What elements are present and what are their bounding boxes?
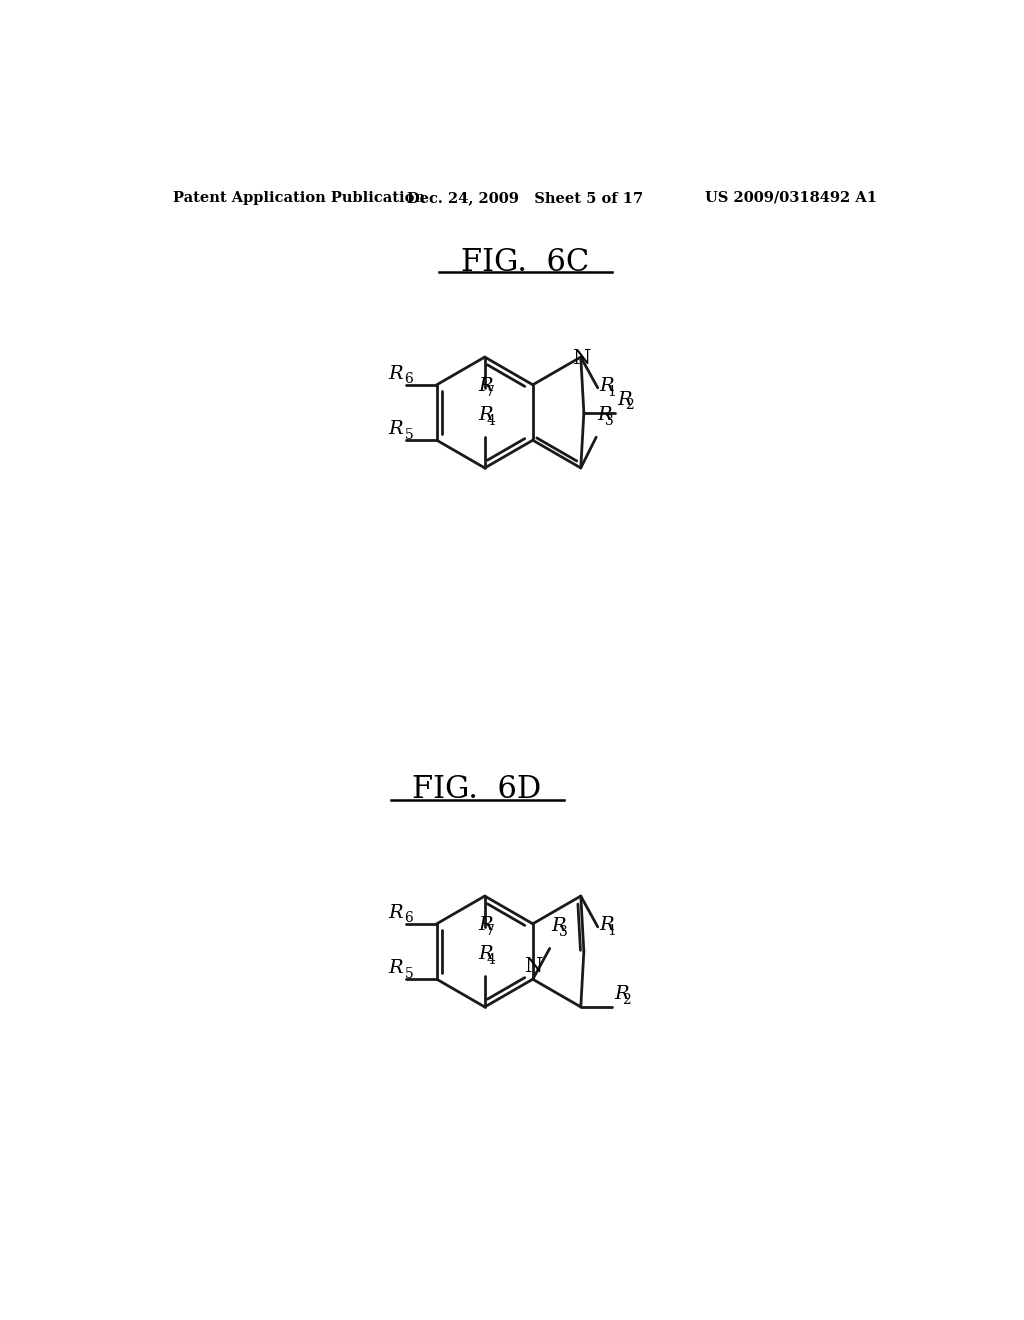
Text: 7: 7 <box>486 924 496 937</box>
Text: 3: 3 <box>559 925 567 939</box>
Text: 2: 2 <box>626 399 634 412</box>
Text: R: R <box>478 407 494 424</box>
Text: 6: 6 <box>404 911 413 925</box>
Text: 1: 1 <box>607 384 615 399</box>
Text: R: R <box>388 364 402 383</box>
Text: 5: 5 <box>404 428 413 442</box>
Text: R: R <box>599 378 614 395</box>
Text: 7: 7 <box>486 384 496 399</box>
Text: R: R <box>598 407 612 424</box>
Text: 6: 6 <box>404 372 413 387</box>
Text: US 2009/0318492 A1: US 2009/0318492 A1 <box>706 190 878 205</box>
Text: R: R <box>388 420 402 438</box>
Text: 4: 4 <box>486 953 496 966</box>
Text: N: N <box>525 957 544 977</box>
Text: Patent Application Publication: Patent Application Publication <box>173 190 425 205</box>
Text: R: R <box>388 960 402 977</box>
Text: FIG.  6C: FIG. 6C <box>461 247 589 279</box>
Text: R: R <box>388 904 402 921</box>
Text: 1: 1 <box>607 924 615 937</box>
Text: 2: 2 <box>623 993 631 1007</box>
Text: 4: 4 <box>486 414 496 428</box>
Text: R: R <box>478 378 494 395</box>
Text: 5: 5 <box>404 966 413 981</box>
Text: 3: 3 <box>605 414 614 428</box>
Text: Dec. 24, 2009   Sheet 5 of 17: Dec. 24, 2009 Sheet 5 of 17 <box>407 190 643 205</box>
Text: R: R <box>478 916 494 935</box>
Text: FIG.  6D: FIG. 6D <box>413 775 542 805</box>
Text: R: R <box>599 916 614 935</box>
Text: R: R <box>478 945 494 964</box>
Text: R: R <box>617 391 633 409</box>
Text: R: R <box>614 985 630 1003</box>
Text: N: N <box>573 348 592 368</box>
Text: R: R <box>551 917 566 936</box>
